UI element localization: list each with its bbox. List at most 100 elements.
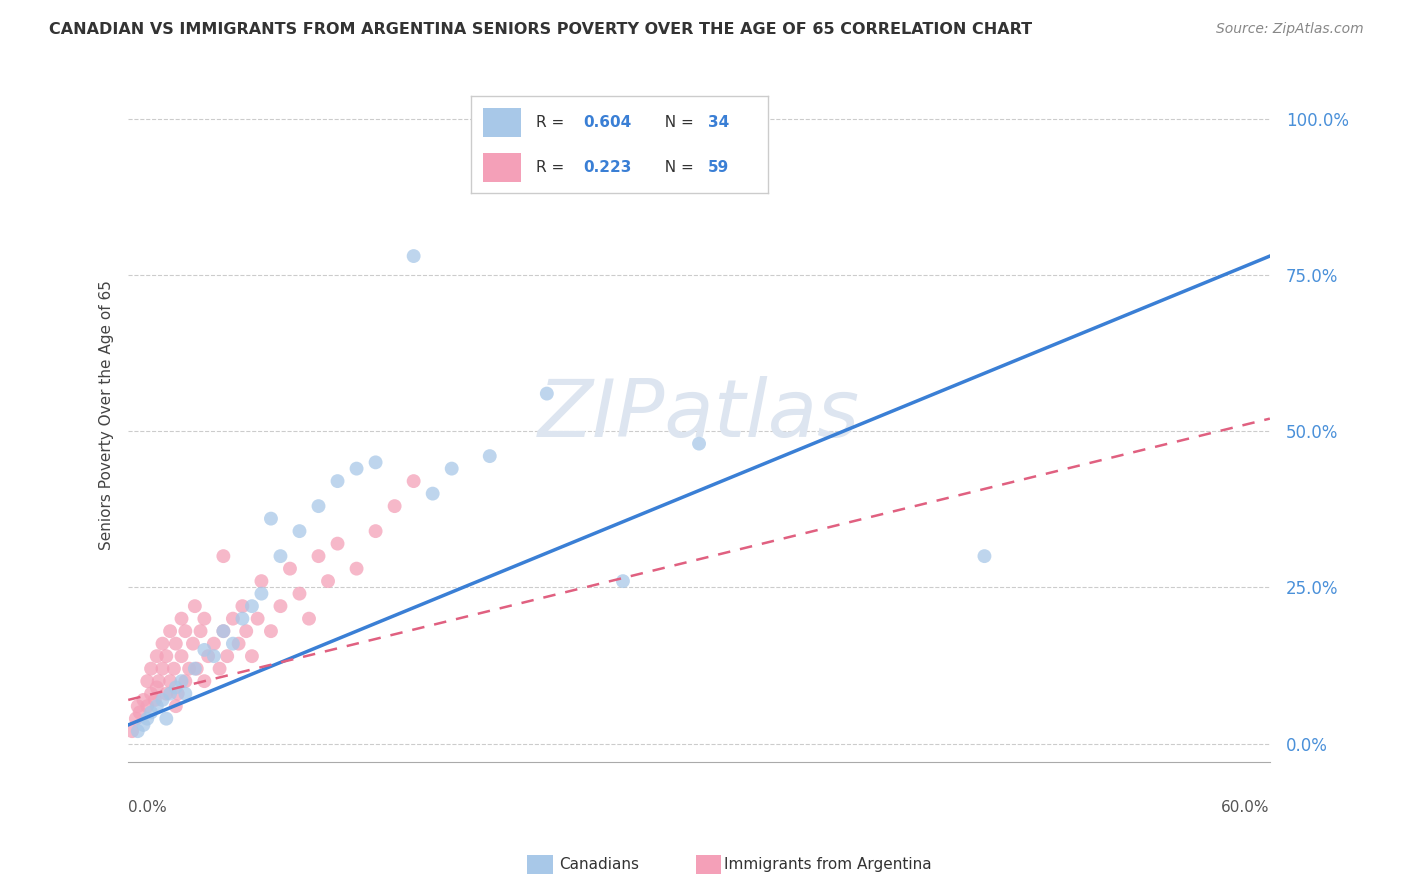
Point [250, 587, 273, 601]
Point [174, 687, 197, 701]
Point [139, 706, 162, 720]
Point [384, 499, 406, 513]
Text: Immigrants from Argentina: Immigrants from Argentina [724, 857, 932, 871]
Point [235, 624, 257, 639]
Point [163, 662, 186, 676]
Point [136, 699, 159, 714]
Y-axis label: Seniors Poverty Over the Age of 65: Seniors Poverty Over the Age of 65 [100, 281, 114, 550]
Point [165, 681, 187, 695]
Point [228, 637, 250, 651]
Point [127, 724, 149, 739]
Point [155, 712, 177, 726]
Point [190, 624, 212, 639]
Point [422, 486, 444, 500]
Point [326, 474, 349, 488]
Text: CANADIAN VS IMMIGRANTS FROM ARGENTINA SENIORS POVERTY OVER THE AGE OF 65 CORRELA: CANADIAN VS IMMIGRANTS FROM ARGENTINA SE… [49, 22, 1032, 37]
Text: 60.0%: 60.0% [1222, 800, 1270, 815]
Point [269, 549, 291, 563]
Point [146, 681, 169, 695]
Point [193, 674, 215, 689]
Point [170, 674, 193, 689]
Point [121, 724, 143, 739]
Text: Canadians: Canadians [560, 857, 640, 871]
Point [260, 511, 283, 525]
Point [308, 499, 330, 513]
Point [165, 637, 187, 651]
Point [202, 649, 225, 664]
Point [193, 643, 215, 657]
Point [240, 599, 263, 614]
Point [170, 649, 193, 664]
Point [478, 449, 501, 463]
Point [288, 587, 311, 601]
Point [136, 712, 159, 726]
Point [139, 662, 162, 676]
Point [152, 637, 174, 651]
Point [174, 674, 197, 689]
Point [222, 612, 245, 626]
Point [146, 649, 169, 664]
Point [212, 624, 235, 639]
Point [364, 524, 387, 538]
Text: 0.0%: 0.0% [128, 800, 167, 815]
Point [170, 612, 193, 626]
Point [440, 461, 463, 475]
Point [536, 386, 558, 401]
Point [152, 693, 174, 707]
Point [222, 637, 245, 651]
Point [208, 662, 231, 676]
Point [148, 674, 170, 689]
Point [612, 574, 634, 589]
Point [212, 549, 235, 563]
Point [402, 249, 425, 263]
Point [159, 624, 181, 639]
Point [166, 687, 188, 701]
Point [240, 649, 263, 664]
Point [143, 693, 166, 707]
Point [181, 637, 204, 651]
Point [231, 599, 253, 614]
Text: Source: ZipAtlas.com: Source: ZipAtlas.com [1216, 22, 1364, 37]
Point [364, 455, 387, 469]
Point [139, 687, 162, 701]
Point [288, 524, 311, 538]
Point [250, 574, 273, 589]
Text: ZIPatlas: ZIPatlas [538, 376, 860, 455]
Point [316, 574, 339, 589]
Point [155, 649, 177, 664]
Point [308, 549, 330, 563]
Point [155, 687, 177, 701]
Point [125, 712, 148, 726]
Point [246, 612, 269, 626]
Point [174, 624, 197, 639]
Point [217, 649, 239, 664]
Point [128, 706, 150, 720]
Point [136, 674, 159, 689]
Point [688, 436, 710, 450]
Point [165, 699, 187, 714]
Point [127, 699, 149, 714]
Point [260, 624, 283, 639]
Point [146, 699, 169, 714]
Point [184, 599, 207, 614]
Point [346, 561, 368, 575]
Point [298, 612, 321, 626]
Point [346, 461, 368, 475]
Point [184, 662, 207, 676]
Point [269, 599, 291, 614]
Point [326, 536, 349, 550]
Point [197, 649, 219, 664]
Point [231, 612, 253, 626]
Point [132, 693, 155, 707]
Point [973, 549, 995, 563]
Point [402, 474, 425, 488]
Point [212, 624, 235, 639]
Point [186, 662, 208, 676]
Point [159, 687, 181, 701]
Point [179, 662, 201, 676]
Point [193, 612, 215, 626]
Point [278, 561, 301, 575]
Point [132, 718, 155, 732]
Point [152, 662, 174, 676]
Point [159, 674, 181, 689]
